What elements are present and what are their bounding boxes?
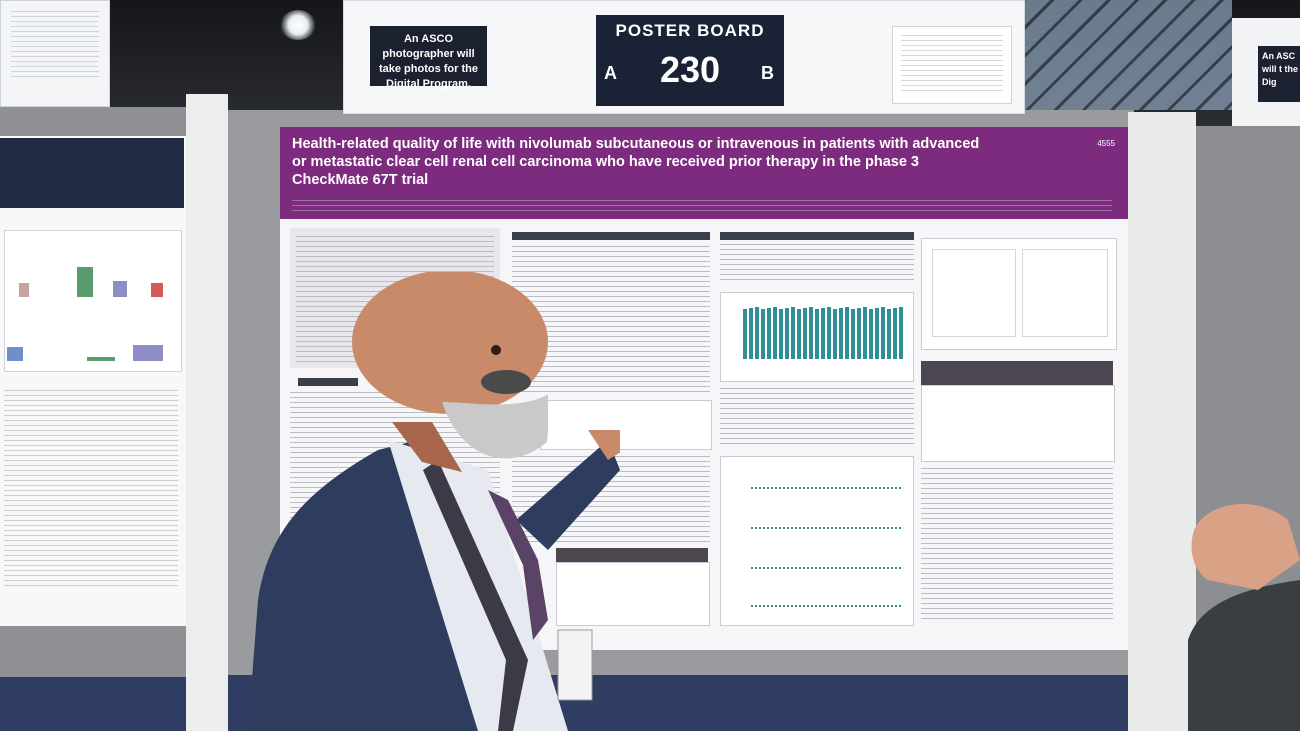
completion-bar <box>845 307 849 359</box>
completion-bar <box>815 309 819 359</box>
photographer-notice: An ASCO photographer will take photos fo… <box>370 26 487 90</box>
poster-right-table <box>921 385 1115 462</box>
trend-line-4 <box>751 605 901 607</box>
completion-bar <box>779 309 783 359</box>
poster-methods-figure <box>540 400 712 450</box>
completion-bar <box>803 308 807 359</box>
poster-right-figure <box>921 238 1117 350</box>
right-sign-notice: An ASC will t the Dig <box>1258 46 1300 102</box>
completion-bar <box>899 307 903 359</box>
completion-bar <box>875 308 879 359</box>
completion-bar <box>761 309 765 359</box>
presenter-body <box>248 430 620 731</box>
completion-bar <box>863 307 867 359</box>
left-board-post <box>186 94 228 731</box>
completion-bar <box>869 309 873 359</box>
board-side-a: A <box>604 63 617 83</box>
completion-bar <box>881 307 885 359</box>
neighbor-poster-text <box>4 390 178 590</box>
poster-methods-text <box>512 246 710 396</box>
poster-right-table-header <box>921 361 1113 385</box>
poster-table <box>556 562 710 626</box>
trend-line-1 <box>751 487 901 489</box>
poster-table-header <box>556 548 708 562</box>
poster-number: 4555 <box>1097 139 1115 148</box>
presenter-head <box>352 272 548 472</box>
completion-bar <box>791 307 795 359</box>
completion-bar <box>887 309 891 359</box>
completion-bar <box>785 308 789 359</box>
poster-methods-heading <box>512 232 710 240</box>
completion-bar <box>827 307 831 359</box>
poster-section-heading <box>298 378 358 386</box>
completion-bar <box>833 309 837 359</box>
neighbor-poster-chart <box>4 230 182 372</box>
trend-line-2 <box>751 527 901 529</box>
board-number: 230 <box>659 49 721 90</box>
poster-title: Health-related quality of life with nivo… <box>292 136 980 188</box>
completion-bar <box>851 309 855 359</box>
neighbor-poster-banner <box>0 138 184 208</box>
completion-bar <box>809 307 813 359</box>
neighbor-header-sign <box>0 0 110 107</box>
completion-bar <box>857 308 861 359</box>
right-board-post <box>1128 112 1196 731</box>
completion-bar <box>797 309 801 359</box>
completion-bar <box>839 308 843 359</box>
trend-line-3 <box>751 567 901 569</box>
board-title: POSTER BOARD <box>615 21 765 40</box>
poster-board-tag: POSTER BOARD A 230 B <box>596 15 784 106</box>
poster-trend-chart <box>720 456 914 626</box>
poster-results-text <box>720 244 914 284</box>
completion-bar <box>743 309 747 359</box>
completion-bar <box>755 307 759 359</box>
poster-completion-chart <box>720 292 914 382</box>
poster-results-text-2 <box>720 388 914 448</box>
completion-bar <box>821 308 825 359</box>
header-mini-chart <box>892 26 1012 104</box>
completion-bar <box>767 308 771 359</box>
completion-bars <box>743 301 907 359</box>
board-side-b: B <box>761 63 774 83</box>
poster-right-text <box>921 468 1113 620</box>
ceiling-truss <box>1022 0 1232 110</box>
poster-authors-line <box>292 200 1112 212</box>
poster-results-heading <box>720 232 914 240</box>
completion-bar <box>773 307 777 359</box>
ceiling-light <box>280 10 316 40</box>
completion-bar <box>893 308 897 359</box>
completion-bar <box>749 308 753 359</box>
visitor-right-edge <box>1188 503 1300 731</box>
